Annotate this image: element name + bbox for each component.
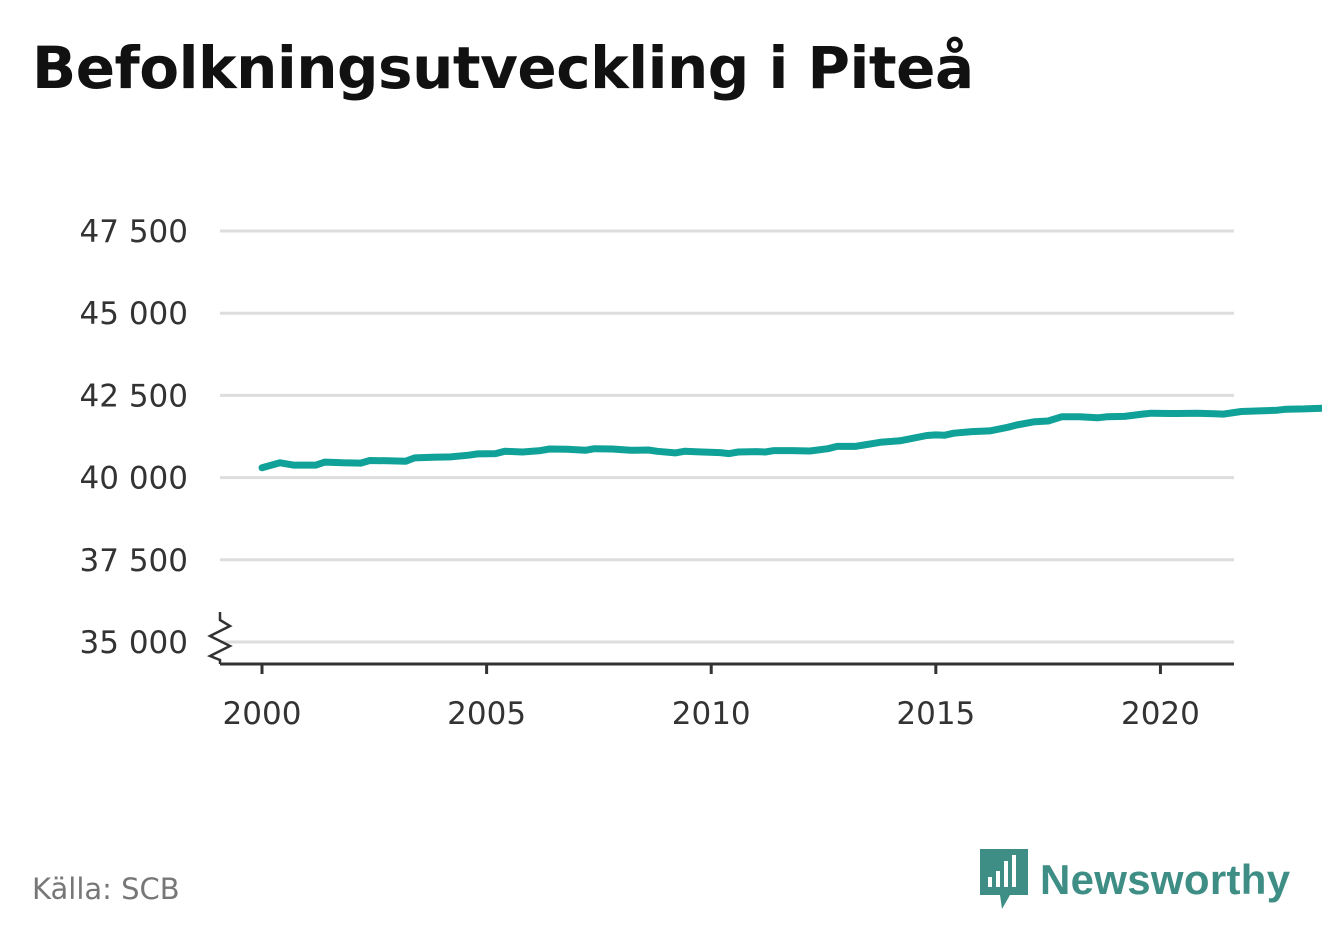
brand-name: Newsworthy: [1040, 856, 1291, 903]
brand-logo[interactable]: Newsworthy: [980, 848, 1290, 912]
source-note: Källa: SCB: [32, 872, 180, 906]
axes: [206, 612, 1234, 674]
y-tick-label: 37 500: [80, 543, 188, 579]
y-tick-label: 42 500: [80, 378, 188, 414]
population-line: [258, 404, 1322, 472]
x-tick-label: 2005: [447, 696, 526, 732]
gridlines: [220, 229, 1234, 644]
labels: 35 000 37 500 40 000 42 500 45 000 47 500 2000…: [80, 214, 1200, 732]
x-tick-label: 2020: [1121, 696, 1200, 732]
x-tick-label: 2000: [223, 696, 302, 732]
x-tick-label: 2010: [672, 696, 751, 732]
bar-chart-icon: [980, 849, 1028, 909]
y-tick-label: 40 000: [80, 461, 188, 497]
x-tick-label: 2015: [896, 696, 975, 732]
series: [258, 404, 1322, 472]
chart-title: Befolkningsutveckling i Piteå: [32, 34, 974, 102]
axis-break-marker: [206, 612, 233, 664]
y-tick-label: 47 500: [80, 214, 188, 250]
y-tick-label: 45 000: [80, 296, 188, 332]
y-tick-label: 35 000: [80, 625, 188, 661]
